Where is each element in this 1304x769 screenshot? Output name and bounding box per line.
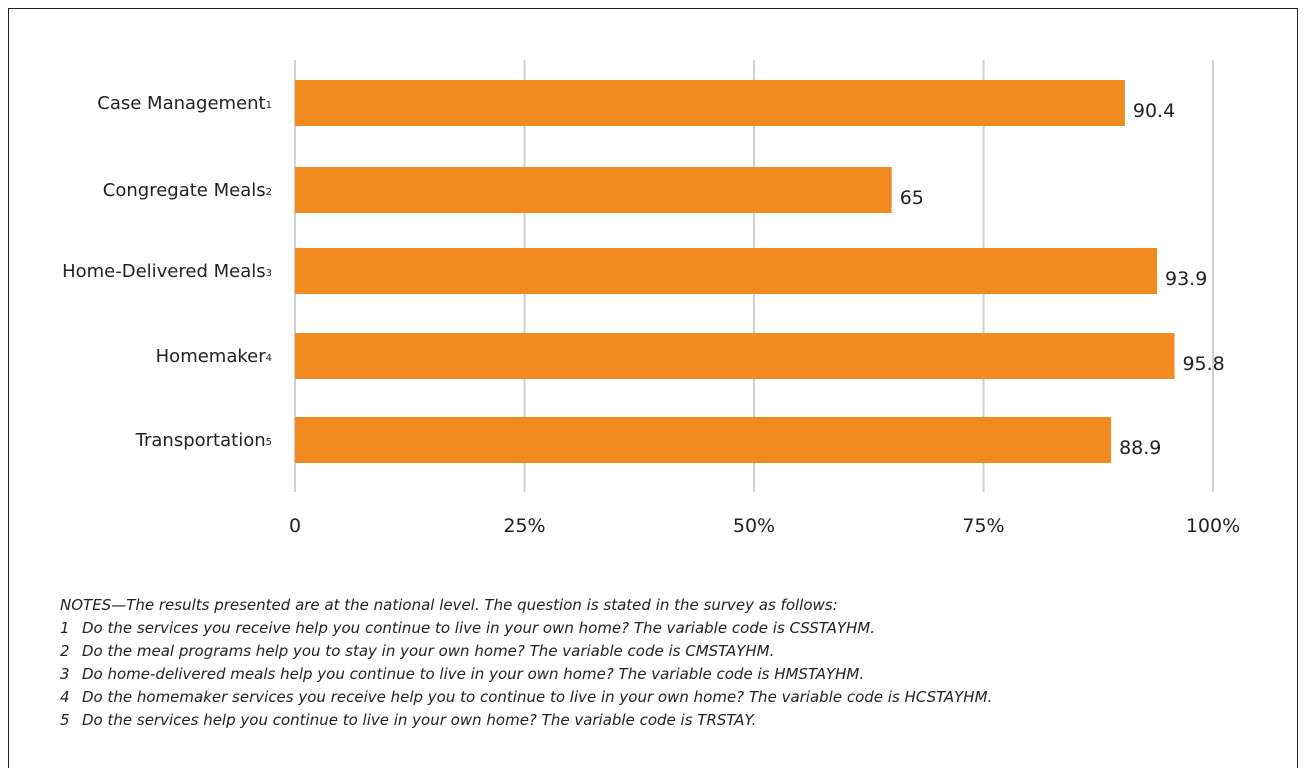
category-label: Case Management1 [97,93,272,114]
value-labels: 90.4 65 93.9 95.8 88.9 [900,100,1225,459]
value-label: 65 [900,187,924,209]
note-text: Do the services you receive help you con… [82,619,875,637]
value-label: 90.4 [1133,100,1175,122]
bar-case-management [295,80,1125,126]
note-number: 2 [60,642,70,660]
x-tick-label: 75% [962,515,1004,537]
note-text: Do the homemaker services you receive he… [82,688,993,706]
category-label: Transportation5 [135,430,272,451]
note-number: 3 [60,665,70,683]
note-text: Do home-delivered meals help you continu… [82,665,865,683]
x-tick-label: 25% [503,515,545,537]
category-labels: Case Management1 Congregate Meals2 Home-De… [62,93,272,451]
note-item: 3 Do home-delivered meals help you contin… [60,663,1280,686]
bars [295,80,1175,463]
x-axis-tick-labels: 0 25% 50% 75% 100% [289,515,1240,537]
note-number: 1 [60,619,70,637]
figure-frame [8,8,1298,768]
x-tick-label: 100% [1186,515,1240,537]
note-text: Do the meal programs help you to stay in… [82,642,775,660]
note-item: 1 Do the services you receive help you co… [60,617,1280,640]
value-label: 95.8 [1182,353,1224,375]
note-text: Do the services help you continue to liv… [82,711,757,729]
note-item: 5 Do the services help you continue to li… [60,709,1280,732]
category-label: Home-Delivered Meals3 [62,261,272,282]
category-label: Homemaker4 [156,346,272,367]
x-tick-label: 0 [289,515,301,537]
note-number: 4 [60,688,70,706]
bar-homemaker [295,333,1175,379]
notes-intro: NOTES—The results presented are at the n… [60,596,838,614]
bar-chart: Case Management1 Congregate Meals2 Home-De… [62,60,1240,537]
bar-transportation [295,417,1112,463]
x-tick-label: 50% [733,515,775,537]
notes-list: 1 Do the services you receive help you co… [60,617,1280,732]
value-label: 88.9 [1119,437,1161,459]
value-label: 93.9 [1165,268,1207,290]
bar-congregate-meals [295,167,892,213]
note-number: 5 [60,711,70,729]
notes-section: NOTES—The results presented are at the n… [60,594,1280,732]
note-item: 2 Do the meal programs help you to stay i… [60,640,1280,663]
note-item: 4 Do the homemaker services you receive h… [60,686,1280,709]
bar-home-delivered-meals [295,248,1158,294]
category-label: Congregate Meals2 [103,180,272,201]
